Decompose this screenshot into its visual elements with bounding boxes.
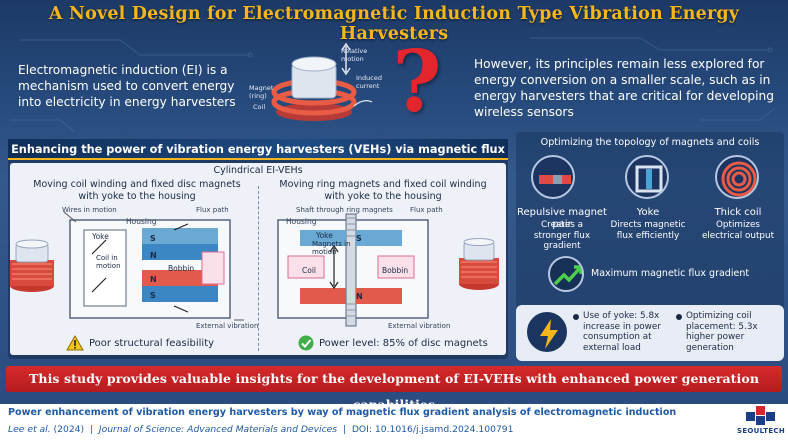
design-divider xyxy=(258,186,259,351)
cylindrical-subtitle: Cylindrical EI-VEHs xyxy=(213,165,303,176)
result-2-text: Optimizing coil placement: 5.3x higher p… xyxy=(686,311,758,353)
trend-up-icon xyxy=(548,256,584,292)
intro-left-text: Electromagnetic induction (EI) is a mech… xyxy=(18,63,236,109)
footer-author: Lee et al. xyxy=(8,424,51,435)
footer-paper-title: Power enhancement of vibration energy ha… xyxy=(8,407,677,418)
design-a-s-top: S xyxy=(150,234,156,243)
lightning-icon xyxy=(527,312,567,352)
relative-motion-label: Relative motion xyxy=(341,47,368,63)
question-mark-icon: ? xyxy=(392,32,442,131)
design-b-shaft-label: Shaft through ring magnets xyxy=(296,206,393,214)
item-3-desc: Optimizes electrical output xyxy=(701,220,775,241)
topology-heading: Optimizing the topology of magnets and c… xyxy=(540,137,760,148)
design-a-bobbin-label: Bobbin xyxy=(168,264,195,273)
result-2-bullet xyxy=(676,314,682,320)
vehs-panel-header: Enhancing the power of vibration energy … xyxy=(8,139,508,177)
footer-citation: Lee et al. (2024) | Journal of Science: … xyxy=(8,424,708,435)
result-1-bullet xyxy=(573,314,579,320)
design-b-coil-label: Coil xyxy=(302,266,316,275)
design-a-yoke-label: Yoke xyxy=(92,232,109,241)
item-1-desc: Creates a stronger flux gradient xyxy=(533,220,591,251)
seoultech-logo-icon xyxy=(746,406,775,425)
design-a-flux-label: Flux path xyxy=(196,206,229,214)
coil-label: Coil xyxy=(253,103,266,111)
footer-journal: Journal of Science: Advanced Materials a… xyxy=(98,424,338,435)
design-a-n-top: N xyxy=(150,251,157,260)
design-a-harvester-icon xyxy=(10,239,54,292)
item-2-title: Yoke xyxy=(636,207,660,218)
design-b-external-label: External vibration xyxy=(388,322,451,330)
design-a-n-bottom: N xyxy=(150,275,157,284)
footer-year: (2024) xyxy=(53,424,85,435)
footer-sep-2: | xyxy=(339,424,349,435)
design-b-status: Power level: 85% of disc magnets xyxy=(319,338,488,349)
item-1-title: Repulsive magnet pair xyxy=(517,207,607,230)
design-a-s-bottom: S xyxy=(150,291,156,300)
thick-coil-icon xyxy=(715,155,759,199)
design-a-status: Poor structural feasibility xyxy=(89,338,215,349)
page-title: A Novel Design for Electromagnetic Induc… xyxy=(48,4,740,44)
design-b-magnets-label: Magnets in motion xyxy=(312,240,351,256)
max-gradient-label: Maximum magnetic flux gradient xyxy=(591,268,750,279)
design-b-flux-label: Flux path xyxy=(410,206,443,214)
induced-current-label: Induced current xyxy=(356,74,382,90)
design-a-coil-label: Coil in motion xyxy=(96,254,121,270)
item-2-desc: Directs magnetic flux efficiently xyxy=(610,220,686,241)
seoultech-logo-text: SEOULTECH xyxy=(736,427,785,435)
design-b-yoke-label: Yoke xyxy=(316,231,333,240)
intro-right-text: However, its principles remain less expl… xyxy=(474,57,775,119)
footer-sep-1: | xyxy=(87,424,96,435)
result-1-text: Use of yoke: 5.8x increase in power cons… xyxy=(583,311,661,353)
footer-doi[interactable]: DOI: 10.1016/j.jsamd.2024.100791 xyxy=(351,424,514,435)
item-3-title: Thick coil xyxy=(714,207,762,218)
design-a-wires-label: Wires in motion xyxy=(62,206,117,214)
warning-icon xyxy=(66,335,84,351)
design-a-caption: Moving coil winding and fixed disc magne… xyxy=(33,179,241,202)
magnet-pair-icon xyxy=(531,155,575,199)
yoke-icon xyxy=(625,155,669,199)
design-a-housing-label: Housing xyxy=(126,217,157,226)
design-b-harvester-icon xyxy=(459,238,499,290)
design-b-n-label: N xyxy=(356,292,363,301)
design-a-diagram xyxy=(63,212,244,321)
design-b-diagram xyxy=(277,213,429,327)
design-b-s-label: S xyxy=(356,234,362,243)
design-b-bobbin-label: Bobbin xyxy=(382,266,409,275)
design-b-housing-label: Housing xyxy=(286,217,317,226)
conclusion-banner: This study provides valuable insights fo… xyxy=(6,366,782,412)
magnet-label: Magnet (ring) xyxy=(249,84,274,100)
background-circuit-lines xyxy=(10,37,776,133)
design-b-caption: Moving ring magnets and fixed coil windi… xyxy=(279,179,487,202)
electromagnetic-induction-illustration xyxy=(271,42,373,121)
design-a-external-label: External vibration xyxy=(196,322,259,330)
checkmark-icon xyxy=(298,335,314,351)
